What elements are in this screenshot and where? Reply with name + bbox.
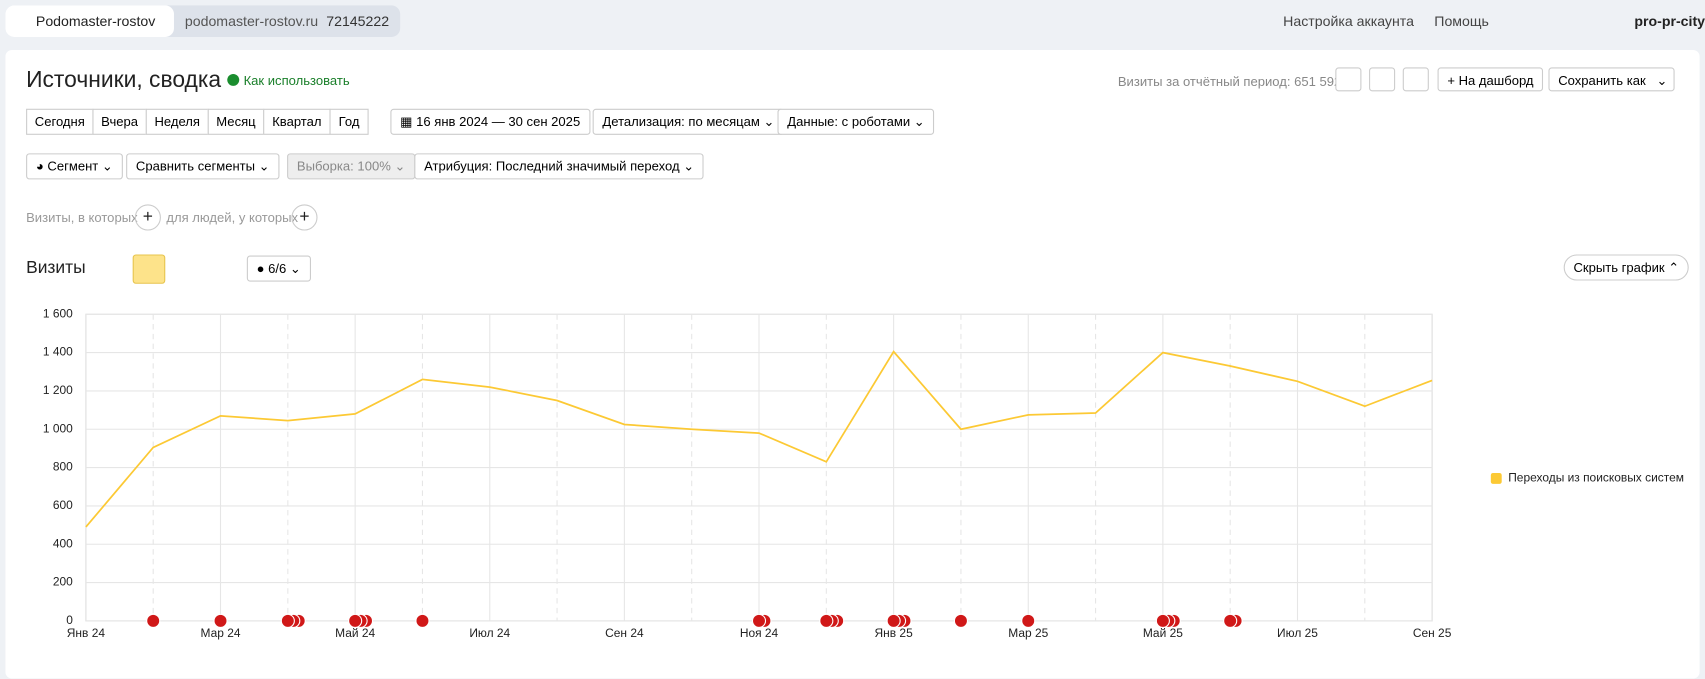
x-tick-label: Мар 25 xyxy=(1008,626,1048,640)
notes-button[interactable]: ● 6/6 ⌄ xyxy=(246,255,311,282)
detail-select[interactable]: Детализация: по месяцам ⌄ xyxy=(592,108,785,135)
people-filter: для людей, у которых xyxy=(166,209,299,226)
period-button[interactable]: Год xyxy=(329,108,369,135)
annotation-marker xyxy=(1223,613,1238,628)
add-visit-filter[interactable]: + xyxy=(134,204,161,231)
series-line xyxy=(85,350,1433,528)
y-tick-label: 200 xyxy=(53,575,73,589)
notes-label[interactable]: 6/6 xyxy=(268,260,287,277)
x-tick-label: Июл 25 xyxy=(1277,626,1318,640)
annotation-marker xyxy=(213,613,228,628)
legend-swatch xyxy=(1490,473,1502,484)
counter-select[interactable] xyxy=(5,5,174,37)
x-tick-label: Сен 24 xyxy=(605,626,644,640)
robots-label[interactable]: Данные: с роботами xyxy=(787,114,911,130)
info-icon xyxy=(227,73,240,86)
sample-label[interactable]: Выборка: 100% xyxy=(296,158,391,174)
y-tick-label: 0 xyxy=(66,613,73,627)
period-button[interactable]: Квартал xyxy=(263,108,331,135)
save-button[interactable]: Сохранить как ⌄ xyxy=(1548,67,1675,92)
dashboard-label[interactable]: На дашборд xyxy=(1458,72,1534,89)
export-button[interactable] xyxy=(1369,67,1396,92)
period-button[interactable]: Месяц xyxy=(207,108,265,135)
annotation-marker xyxy=(886,613,901,628)
y-tick-label: 1 000 xyxy=(43,421,73,435)
help[interactable]: Помощь xyxy=(1434,13,1489,30)
hide-chart[interactable]: Скрыть график ⌃ xyxy=(1563,254,1690,281)
user[interactable]: pro-pr-city xyxy=(1634,13,1705,30)
chart-title: Визиты xyxy=(26,258,86,278)
how-to-link[interactable]: Как использовать xyxy=(243,72,350,89)
x-tick-label: Янв 24 xyxy=(67,626,106,640)
period-button[interactable]: Сегодня xyxy=(26,108,94,135)
attribution-select[interactable]: Атрибуция: Последний значимый переход ⌄ xyxy=(414,153,704,180)
annotation-marker xyxy=(415,613,430,628)
annotation-marker xyxy=(280,613,295,628)
x-tick-label: Июл 24 xyxy=(469,626,510,640)
dashboard-button[interactable]: + На дашборд xyxy=(1437,67,1544,92)
annotation-marker xyxy=(819,613,834,628)
legend-label: Переходы из поисковых систем xyxy=(1508,471,1684,485)
detail-label[interactable]: Детализация: по месяцам xyxy=(602,114,760,130)
y-tick-label: 1 600 xyxy=(43,306,73,320)
y-tick-label: 400 xyxy=(53,536,73,550)
counter-name[interactable]: Podomaster-rostov xyxy=(35,13,156,30)
save-label[interactable]: Сохранить как xyxy=(1558,72,1646,89)
x-tick-label: Янв 25 xyxy=(875,626,914,640)
hide-chart-label[interactable]: Скрыть график xyxy=(1573,259,1665,276)
y-tick-label: 800 xyxy=(53,460,73,474)
segment-label[interactable]: Сегмент xyxy=(47,158,99,174)
y-tick-label: 600 xyxy=(53,498,73,512)
x-tick-label: Май 25 xyxy=(1143,626,1183,640)
annotation-marker xyxy=(1155,613,1170,628)
annotation-marker xyxy=(751,613,767,628)
attribution-label[interactable]: Атрибуция: Последний значимый переход xyxy=(424,158,680,174)
annotation-marker xyxy=(146,613,161,628)
ai-button[interactable] xyxy=(1402,67,1429,92)
period-button[interactable]: Вчера xyxy=(92,108,147,135)
report-title: Источники, сводка xyxy=(26,67,222,93)
y-tick-label: 1 400 xyxy=(43,345,73,359)
compare-label[interactable]: Сравнить сегменты xyxy=(135,158,256,174)
date-range[interactable]: ▦ 16 янв 2024 — 30 сен 2025 xyxy=(390,108,590,135)
line-chart-toggle[interactable] xyxy=(132,254,166,284)
x-tick-label: Мар 24 xyxy=(201,626,241,640)
robots-select[interactable]: Данные: с роботами ⌄ xyxy=(777,108,935,135)
compare-button[interactable]: Сравнить сегменты ⌄ xyxy=(126,153,280,180)
visits-filter: Визиты, в которых xyxy=(26,209,138,226)
sample-select[interactable]: Выборка: 100% ⌄ xyxy=(287,153,416,180)
account-settings[interactable]: Настройка аккаунта xyxy=(1283,13,1414,30)
annotation-marker xyxy=(1021,613,1036,628)
period-button[interactable]: Неделя xyxy=(145,108,209,135)
x-tick-label: Ноя 24 xyxy=(740,626,779,640)
add-people-filter[interactable]: + xyxy=(291,204,318,231)
history-button[interactable] xyxy=(1335,67,1362,92)
counter-id: 72145222 xyxy=(326,13,390,30)
visits-total: Визиты за отчётный период: 651 592 xyxy=(1117,73,1342,90)
x-tick-label: Сен 25 xyxy=(1413,626,1452,640)
annotation-marker xyxy=(348,613,363,628)
annotation-marker xyxy=(953,613,969,628)
x-tick-label: Май 24 xyxy=(335,626,375,640)
site: podomaster-rostov.ru xyxy=(184,13,319,30)
y-tick-label: 1 200 xyxy=(43,383,73,397)
segment-button[interactable]: ◕ Сегмент ⌄ xyxy=(26,153,123,180)
date-range-label[interactable]: 16 янв 2024 — 30 сен 2025 xyxy=(416,114,581,130)
